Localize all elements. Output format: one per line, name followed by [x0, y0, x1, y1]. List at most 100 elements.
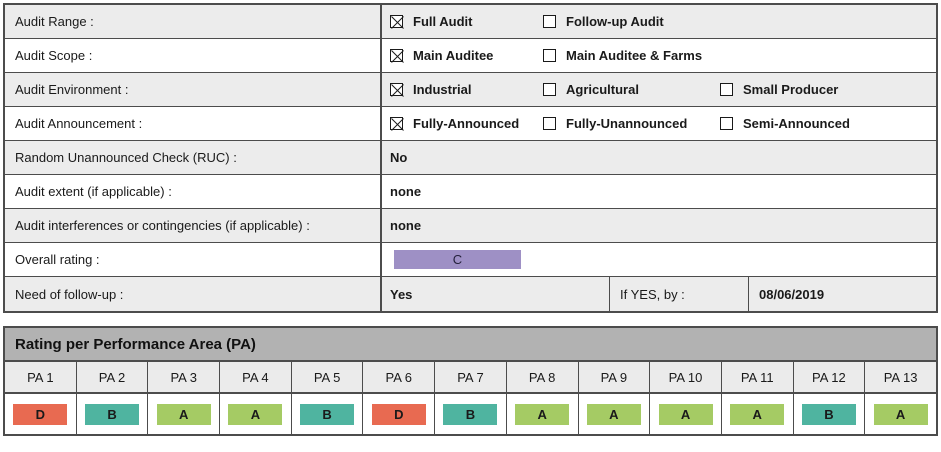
checkbox-fully-announced[interactable] — [390, 117, 403, 130]
pa-rating-row: D B A A B D B A A A A B A — [5, 394, 936, 434]
follow-up-date: 08/06/2019 — [759, 286, 825, 302]
pa-rating-cell: A — [865, 394, 936, 434]
audit-announcement-options: Fully-Announced Fully-Unannounced Semi-A… — [382, 107, 936, 140]
pa-rating-cell: B — [794, 394, 866, 434]
option-label: Main Auditee & Farms — [566, 48, 703, 63]
audit-range-label: Audit Range : — [5, 5, 382, 38]
checkbox-follow-up-audit[interactable] — [543, 15, 556, 28]
audit-scope-options: Main Auditee Main Auditee & Farms — [382, 39, 936, 72]
audit-interferences-label: Audit interferences or contingencies (if… — [5, 209, 382, 242]
option-label: Fully-Unannounced — [566, 116, 688, 131]
overall-rating-label: Overall rating : — [5, 243, 382, 276]
audit-interferences-value: none — [390, 218, 422, 233]
option-label: Agricultural — [566, 82, 639, 97]
option-main-auditee-farms: Main Auditee & Farms — [543, 48, 702, 63]
pa-column-header: PA 11 — [722, 362, 794, 392]
pa-rating-badge: B — [85, 403, 140, 425]
pa-rating-cell: A — [507, 394, 579, 434]
need-follow-up-label: Need of follow-up : — [5, 277, 382, 311]
option-agricultural: Agricultural — [543, 82, 720, 97]
checkbox-full-audit[interactable] — [390, 15, 403, 28]
pa-rating-cell: A — [650, 394, 722, 434]
pa-rating-badge: D — [13, 403, 68, 425]
pa-rating-badge: A — [586, 403, 641, 425]
row-audit-extent: Audit extent (if applicable) : none — [5, 175, 936, 209]
checkbox-agricultural[interactable] — [543, 83, 556, 96]
option-label: Semi-Announced — [743, 116, 850, 131]
pa-column-header-row: PA 1 PA 2 PA 3 PA 4 PA 5 PA 6 PA 7 PA 8 … — [5, 362, 936, 394]
option-full-audit: Full Audit — [390, 14, 543, 29]
audit-summary-table: Audit Range : Full Audit Follow-up Audit… — [3, 3, 938, 313]
option-label: Fully-Announced — [413, 116, 520, 131]
option-label: Full Audit — [413, 14, 473, 29]
option-label: Industrial — [413, 82, 472, 97]
audit-announcement-label: Audit Announcement : — [5, 107, 382, 140]
row-overall-rating: Overall rating : C — [5, 243, 936, 277]
pa-column-header: PA 3 — [148, 362, 221, 392]
row-need-follow-up: Need of follow-up : Yes If YES, by : 08/… — [5, 277, 936, 311]
pa-rating-table: Rating per Performance Area (PA) PA 1 PA… — [3, 326, 938, 436]
pa-rating-badge: B — [443, 403, 498, 425]
pa-rating-badge: A — [730, 403, 785, 425]
checkbox-fully-unannounced[interactable] — [543, 117, 556, 130]
need-follow-up-value: Yes — [382, 277, 610, 311]
pa-rating-cell: B — [77, 394, 149, 434]
checkbox-small-producer[interactable] — [720, 83, 733, 96]
ruc-label: Random Unannounced Check (RUC) : — [5, 141, 382, 174]
row-audit-environment: Audit Environment : Industrial Agricultu… — [5, 73, 936, 107]
pa-rating-badge: B — [300, 403, 355, 425]
pa-rating-cell: B — [435, 394, 507, 434]
option-label: Follow-up Audit — [566, 14, 664, 29]
option-small-producer: Small Producer — [720, 82, 838, 97]
checkbox-main-auditee[interactable] — [390, 49, 403, 62]
audit-extent-label: Audit extent (if applicable) : — [5, 175, 382, 208]
option-fully-unannounced: Fully-Unannounced — [543, 116, 720, 131]
checkbox-industrial[interactable] — [390, 83, 403, 96]
pa-table-title: Rating per Performance Area (PA) — [5, 328, 936, 362]
row-audit-announcement: Audit Announcement : Fully-Announced Ful… — [5, 107, 936, 141]
pa-rating-cell: B — [292, 394, 364, 434]
audit-environment-label: Audit Environment : — [5, 73, 382, 106]
row-audit-scope: Audit Scope : Main Auditee Main Auditee … — [5, 39, 936, 73]
pa-rating-cell: A — [148, 394, 221, 434]
pa-rating-badge: A — [156, 403, 211, 425]
option-main-auditee: Main Auditee — [390, 48, 543, 63]
pa-column-header: PA 6 — [363, 362, 436, 392]
table-gap — [3, 313, 938, 326]
pa-column-header: PA 1 — [5, 362, 77, 392]
pa-column-header: PA 4 — [220, 362, 292, 392]
checkbox-main-auditee-farms[interactable] — [543, 49, 556, 62]
pa-rating-badge: A — [873, 403, 928, 425]
option-fully-announced: Fully-Announced — [390, 116, 543, 131]
if-yes-by-label: If YES, by : — [610, 277, 749, 311]
overall-rating-badge: C — [394, 250, 521, 269]
pa-rating-cell: A — [579, 394, 651, 434]
audit-range-options: Full Audit Follow-up Audit — [382, 5, 936, 38]
pa-rating-badge: A — [228, 403, 283, 425]
row-audit-range: Audit Range : Full Audit Follow-up Audit — [5, 5, 936, 39]
pa-rating-cell: D — [363, 394, 436, 434]
option-label: Small Producer — [743, 82, 839, 97]
pa-rating-cell: A — [722, 394, 794, 434]
pa-column-header: PA 9 — [579, 362, 651, 392]
pa-rating-badge: D — [371, 403, 426, 425]
pa-column-header: PA 8 — [507, 362, 579, 392]
pa-rating-cell: D — [5, 394, 77, 434]
checkbox-semi-announced[interactable] — [720, 117, 733, 130]
pa-column-header: PA 13 — [883, 369, 918, 385]
pa-column-header: PA 7 — [435, 362, 507, 392]
audit-environment-options: Industrial Agricultural Small Producer — [382, 73, 936, 106]
option-industrial: Industrial — [390, 82, 543, 97]
audit-scope-label: Audit Scope : — [5, 39, 382, 72]
pa-rating-cell: A — [220, 394, 292, 434]
pa-rating-badge: B — [801, 403, 856, 425]
ruc-value: No — [390, 150, 408, 165]
pa-column-header: PA 5 — [292, 362, 364, 392]
option-follow-up-audit: Follow-up Audit — [543, 14, 664, 29]
audit-extent-value: none — [390, 184, 422, 199]
row-ruc: Random Unannounced Check (RUC) : No — [5, 141, 936, 175]
pa-column-header: PA 12 — [794, 362, 866, 392]
pa-column-header: PA 10 — [650, 362, 722, 392]
option-semi-announced: Semi-Announced — [720, 116, 850, 131]
pa-column-header: PA 2 — [77, 362, 149, 392]
